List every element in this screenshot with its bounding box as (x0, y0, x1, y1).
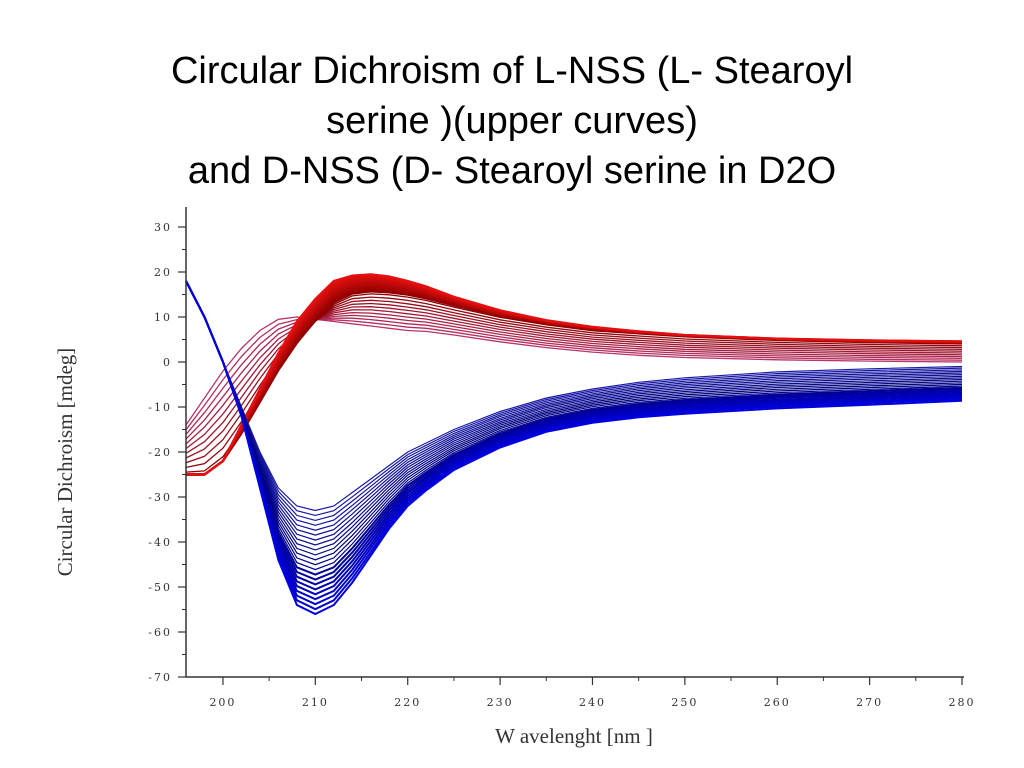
title-line-1: Circular Dichroism of L-NSS (L- Stearoyl (170, 50, 854, 92)
x-tick-label: 270 (856, 696, 883, 709)
y-tick-label: -70 (148, 671, 172, 684)
axes-group: 30 20 10 0 -10 -20 -30 -40 -50 -60 -70 200 210 220 230… (148, 207, 976, 709)
upper-series-line (185, 314, 963, 440)
upper-series-line (185, 317, 963, 435)
title-line-3: and D-NSS (D- Stearoyl serine in D2O (187, 150, 837, 192)
y-tick-label: -10 (148, 401, 172, 414)
upper-series-line (185, 318, 963, 431)
x-tick-label: 240 (579, 696, 606, 709)
upper-series-line (185, 306, 963, 454)
upper-series-line (185, 299, 963, 464)
x-tick-label: 220 (394, 696, 421, 709)
slide-title: Circular Dichroism of L-NSS (L- Stearoyl… (0, 46, 1024, 196)
x-axis-title: W avelenght [nm ] (495, 724, 653, 748)
y-tick-label: -20 (148, 446, 172, 459)
x-tick-label: 230 (487, 696, 514, 709)
lower-series-line (185, 280, 963, 616)
y-tick-label: -40 (148, 536, 172, 549)
x-tick-label: 210 (302, 696, 329, 709)
lower-curves-group (185, 280, 963, 616)
y-tick-label: 20 (154, 266, 172, 279)
y-tick-label: 0 (163, 356, 172, 369)
upper-series-line (185, 316, 963, 426)
x-tick-label: 260 (764, 696, 791, 709)
y-axis-title: Circular Dichroism [mdeg] (53, 348, 77, 577)
upper-series-line (185, 309, 963, 450)
upper-series-line (185, 302, 963, 459)
x-tick-label: 200 (209, 696, 236, 709)
y-tick-label: 10 (154, 311, 172, 324)
y-tick-label: -50 (148, 581, 172, 594)
y-tick-label: -60 (148, 626, 172, 639)
y-tick-label: 30 (154, 221, 172, 234)
y-tick-label: -30 (148, 491, 172, 504)
title-line-2: serine )(upper curves) (326, 100, 698, 142)
x-tick-label: 280 (949, 696, 976, 709)
upper-series-line (186, 273, 963, 476)
upper-curves-group (185, 273, 963, 476)
upper-series-line (185, 311, 963, 445)
x-tick-label: 250 (671, 696, 698, 709)
